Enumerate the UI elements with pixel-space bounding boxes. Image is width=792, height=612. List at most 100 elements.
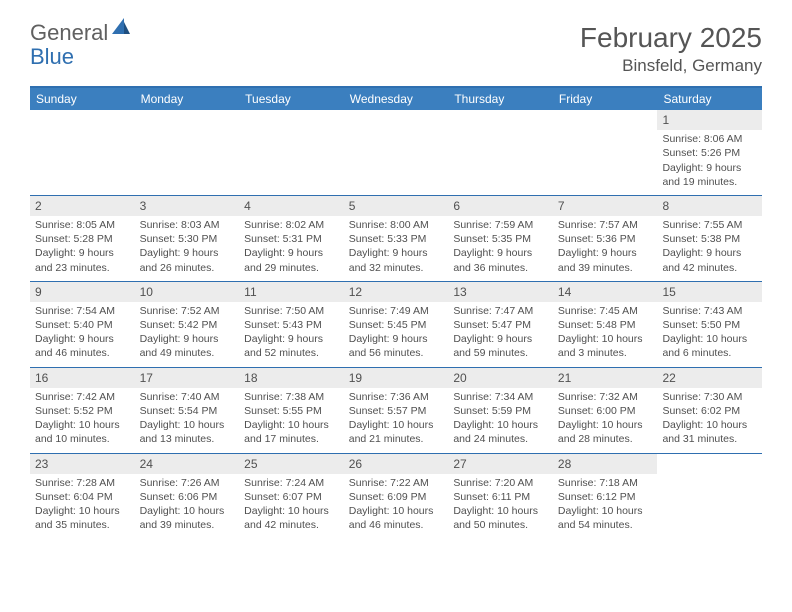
day-number: 25 — [239, 454, 344, 474]
sunset-text: Sunset: 5:35 PM — [453, 232, 548, 246]
day-number-empty — [135, 110, 240, 130]
sunset-text: Sunset: 5:48 PM — [558, 318, 653, 332]
daylight-text: Daylight: 9 hours and 32 minutes. — [349, 246, 444, 274]
day-body: Sunrise: 8:02 AMSunset: 5:31 PMDaylight:… — [239, 216, 344, 281]
day-body: Sunrise: 7:59 AMSunset: 5:35 PMDaylight:… — [448, 216, 553, 281]
day-cell: 15Sunrise: 7:43 AMSunset: 5:50 PMDayligh… — [657, 282, 762, 367]
daylight-text: Daylight: 9 hours and 49 minutes. — [140, 332, 235, 360]
day-number: 1 — [657, 110, 762, 130]
day-number: 11 — [239, 282, 344, 302]
sunrise-text: Sunrise: 7:22 AM — [349, 476, 444, 490]
daylight-text: Daylight: 10 hours and 6 minutes. — [662, 332, 757, 360]
day-body: Sunrise: 7:42 AMSunset: 5:52 PMDaylight:… — [30, 388, 135, 453]
sunrise-text: Sunrise: 8:03 AM — [140, 218, 235, 232]
sunrise-text: Sunrise: 8:06 AM — [662, 132, 757, 146]
day-cell: 18Sunrise: 7:38 AMSunset: 5:55 PMDayligh… — [239, 368, 344, 453]
day-cell — [135, 110, 240, 195]
day-cell — [553, 110, 658, 195]
day-cell: 24Sunrise: 7:26 AMSunset: 6:06 PMDayligh… — [135, 454, 240, 539]
day-number-empty — [553, 110, 658, 130]
sunset-text: Sunset: 5:47 PM — [453, 318, 548, 332]
day-body: Sunrise: 7:18 AMSunset: 6:12 PMDaylight:… — [553, 474, 658, 539]
daylight-text: Daylight: 9 hours and 29 minutes. — [244, 246, 339, 274]
day-cell — [344, 110, 449, 195]
daylight-text: Daylight: 10 hours and 42 minutes. — [244, 504, 339, 532]
day-header-cell: Monday — [135, 88, 240, 110]
day-number-empty — [657, 454, 762, 474]
day-cell — [30, 110, 135, 195]
day-header-cell: Thursday — [448, 88, 553, 110]
sunset-text: Sunset: 5:28 PM — [35, 232, 130, 246]
day-cell — [448, 110, 553, 195]
day-header-cell: Tuesday — [239, 88, 344, 110]
day-number: 22 — [657, 368, 762, 388]
daylight-text: Daylight: 9 hours and 59 minutes. — [453, 332, 548, 360]
sunset-text: Sunset: 6:07 PM — [244, 490, 339, 504]
location-label: Binsfeld, Germany — [580, 56, 762, 76]
sunrise-text: Sunrise: 7:28 AM — [35, 476, 130, 490]
sunrise-text: Sunrise: 7:40 AM — [140, 390, 235, 404]
day-number-empty — [448, 110, 553, 130]
day-number: 19 — [344, 368, 449, 388]
day-cell: 12Sunrise: 7:49 AMSunset: 5:45 PMDayligh… — [344, 282, 449, 367]
day-number: 2 — [30, 196, 135, 216]
day-body: Sunrise: 7:26 AMSunset: 6:06 PMDaylight:… — [135, 474, 240, 539]
week-row: 16Sunrise: 7:42 AMSunset: 5:52 PMDayligh… — [30, 367, 762, 453]
day-number: 7 — [553, 196, 658, 216]
day-number-empty — [344, 110, 449, 130]
sunrise-text: Sunrise: 7:24 AM — [244, 476, 339, 490]
day-number: 18 — [239, 368, 344, 388]
daylight-text: Daylight: 9 hours and 19 minutes. — [662, 161, 757, 189]
day-body: Sunrise: 7:38 AMSunset: 5:55 PMDaylight:… — [239, 388, 344, 453]
day-body: Sunrise: 7:30 AMSunset: 6:02 PMDaylight:… — [657, 388, 762, 453]
day-number: 4 — [239, 196, 344, 216]
daylight-text: Daylight: 9 hours and 52 minutes. — [244, 332, 339, 360]
day-number: 3 — [135, 196, 240, 216]
day-cell: 25 Sunrise: 7:24 AMSunset: 6:07 PMDayligh… — [239, 454, 344, 539]
day-cell: 10Sunrise: 7:52 AMSunset: 5:42 PMDayligh… — [135, 282, 240, 367]
sunset-text: Sunset: 5:43 PM — [244, 318, 339, 332]
day-body: Sunrise: 8:00 AMSunset: 5:33 PMDaylight:… — [344, 216, 449, 281]
day-number: 26 — [344, 454, 449, 474]
sunset-text: Sunset: 6:06 PM — [140, 490, 235, 504]
day-body: Sunrise: 7:22 AMSunset: 6:09 PMDaylight:… — [344, 474, 449, 539]
sunrise-text: Sunrise: 7:20 AM — [453, 476, 548, 490]
day-cell: 22Sunrise: 7:30 AMSunset: 6:02 PMDayligh… — [657, 368, 762, 453]
sunset-text: Sunset: 5:57 PM — [349, 404, 444, 418]
sunrise-text: Sunrise: 7:34 AM — [453, 390, 548, 404]
sunset-text: Sunset: 6:02 PM — [662, 404, 757, 418]
sunrise-text: Sunrise: 7:50 AM — [244, 304, 339, 318]
day-number-empty — [30, 110, 135, 130]
day-number: 6 — [448, 196, 553, 216]
day-number: 16 — [30, 368, 135, 388]
day-number: 14 — [553, 282, 658, 302]
daylight-text: Daylight: 10 hours and 21 minutes. — [349, 418, 444, 446]
sunrise-text: Sunrise: 8:00 AM — [349, 218, 444, 232]
daylight-text: Daylight: 9 hours and 26 minutes. — [140, 246, 235, 274]
sunset-text: Sunset: 5:30 PM — [140, 232, 235, 246]
day-body: Sunrise: 7:50 AMSunset: 5:43 PMDaylight:… — [239, 302, 344, 367]
day-body: Sunrise: 7:40 AMSunset: 5:54 PMDaylight:… — [135, 388, 240, 453]
week-row: 2Sunrise: 8:05 AMSunset: 5:28 PMDaylight… — [30, 195, 762, 281]
sunrise-text: Sunrise: 7:30 AM — [662, 390, 757, 404]
daylight-text: Daylight: 10 hours and 13 minutes. — [140, 418, 235, 446]
sunrise-text: Sunrise: 7:54 AM — [35, 304, 130, 318]
day-cell: 3 Sunrise: 8:03 AMSunset: 5:30 PMDaylight… — [135, 196, 240, 281]
sunrise-text: Sunrise: 8:05 AM — [35, 218, 130, 232]
day-header-cell: Friday — [553, 88, 658, 110]
daylight-text: Daylight: 10 hours and 28 minutes. — [558, 418, 653, 446]
daylight-text: Daylight: 10 hours and 10 minutes. — [35, 418, 130, 446]
daylight-text: Daylight: 10 hours and 46 minutes. — [349, 504, 444, 532]
sunset-text: Sunset: 5:55 PM — [244, 404, 339, 418]
sunset-text: Sunset: 5:33 PM — [349, 232, 444, 246]
sunset-text: Sunset: 5:54 PM — [140, 404, 235, 418]
sunset-text: Sunset: 6:00 PM — [558, 404, 653, 418]
day-number: 13 — [448, 282, 553, 302]
day-body: Sunrise: 7:57 AMSunset: 5:36 PMDaylight:… — [553, 216, 658, 281]
day-body: Sunrise: 7:20 AMSunset: 6:11 PMDaylight:… — [448, 474, 553, 539]
day-header-cell: Sunday — [30, 88, 135, 110]
day-header-row: SundayMondayTuesdayWednesdayThursdayFrid… — [30, 88, 762, 110]
daylight-text: Daylight: 9 hours and 23 minutes. — [35, 246, 130, 274]
sunset-text: Sunset: 6:12 PM — [558, 490, 653, 504]
day-cell: 11Sunrise: 7:50 AMSunset: 5:43 PMDayligh… — [239, 282, 344, 367]
